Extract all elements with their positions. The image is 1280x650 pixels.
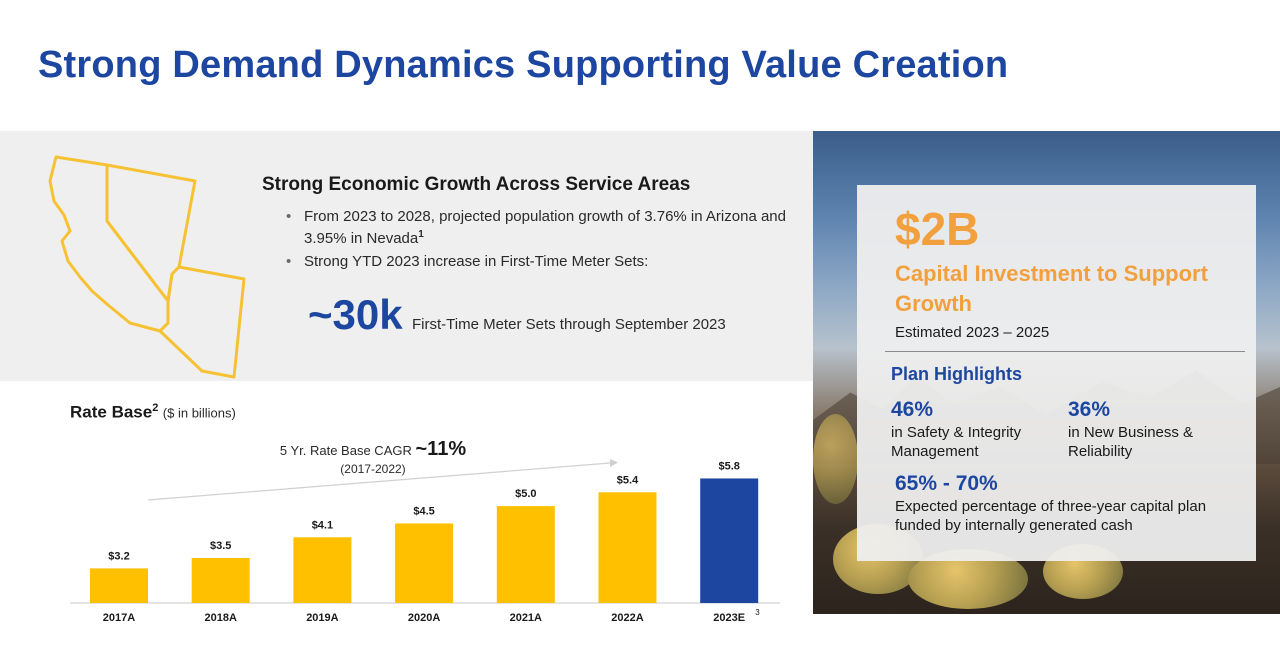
- cagr-trend-arrow-head: [610, 459, 618, 467]
- data-label: $5.0: [515, 488, 536, 500]
- cagr-trend-arrow-line: [147, 462, 611, 501]
- bar-2023E: [700, 478, 759, 603]
- highlight-label: Expected percentage of three-year capita…: [895, 498, 1207, 534]
- data-label: $4.1: [312, 519, 333, 531]
- capex-amount: $2B: [895, 203, 980, 255]
- economic-growth-panel: Strong Economic Growth Across Service Ar…: [0, 131, 813, 381]
- cagr-period: (2017-2022): [340, 462, 406, 476]
- meter-sets-label: First-Time Meter Sets through September …: [412, 316, 726, 333]
- highlight-internal-funding: 65% - 70% Expected percentage of three-y…: [895, 471, 1240, 535]
- highlight-label: in Safety & Integrity Management: [891, 424, 1022, 460]
- bar-2021A: [496, 506, 555, 603]
- growth-bullet-list: From 2023 to 2028, projected population …: [286, 208, 806, 276]
- meter-sets-bullet: Strong YTD 2023 increase in First-Time M…: [286, 253, 806, 271]
- x-tick-label: 2021A: [510, 612, 542, 624]
- growth-heading: Strong Economic Growth Across Service Ar…: [262, 174, 691, 195]
- x-tick-label: 2017A: [103, 612, 135, 624]
- highlight-value: 46%: [891, 398, 934, 421]
- highlight-value: 36%: [1068, 398, 1111, 421]
- highlight-new-business: 36% in New Business & Reliability: [1068, 397, 1233, 461]
- bar-2017A: [90, 568, 148, 603]
- capital-investment-card: $2B Capital Investment to Support Growth…: [857, 185, 1256, 561]
- data-label: $3.5: [210, 540, 231, 552]
- x-tick-footnote: 3: [755, 608, 760, 617]
- plan-highlights-title: Plan Highlights: [891, 364, 1023, 384]
- bar-2020A: [395, 523, 454, 603]
- bar-2022A: [598, 492, 657, 603]
- data-label: $4.5: [413, 505, 434, 517]
- x-tick-label: 2022A: [611, 612, 643, 624]
- population-growth-bullet: From 2023 to 2028, projected population …: [286, 208, 806, 248]
- highlight-label: in New Business & Reliability: [1068, 424, 1194, 460]
- bars-group: $3.2 2017A $3.5 2018A $4.1 2019A $4.5 2020A $5.0…: [90, 460, 760, 624]
- data-label: $5.8: [718, 460, 739, 472]
- data-label: $5.4: [617, 474, 639, 486]
- footnote-marker: 1: [418, 229, 424, 240]
- capex-divider: [885, 351, 1245, 352]
- cagr-annotation: 5 Yr. Rate Base CAGR ~11% (2017-2022): [258, 438, 488, 476]
- chart-title: Rate Base2 ($ in billions): [70, 402, 236, 422]
- cagr-value: ~11%: [415, 438, 467, 460]
- rate-base-bar-chart: $3.2 2017A $3.5 2018A $4.1 2019A $4.5 2020A $5.0…: [70, 459, 780, 624]
- cactus-shape: [813, 414, 858, 504]
- chart-units: ($ in billions): [162, 405, 236, 421]
- bar-2018A: [191, 558, 250, 603]
- x-tick-label: 2020A: [408, 612, 440, 624]
- capex-title: Capital Investment to Support Growth: [895, 261, 1208, 316]
- cagr-label: 5 Yr. Rate Base CAGR: [279, 443, 412, 458]
- data-label: $3.2: [108, 550, 129, 562]
- x-tick-label: 2019A: [306, 612, 338, 624]
- nevada-arizona-california-map-icon: [48, 155, 246, 379]
- highlight-safety: 46% in Safety & Integrity Management: [891, 397, 1056, 461]
- chart-title-main: Rate Base: [70, 402, 153, 422]
- meter-sets-value: ~30k: [308, 291, 403, 338]
- chart-title-footnote: 2: [152, 402, 159, 414]
- bar-2019A: [293, 537, 352, 603]
- bullet-text: Strong YTD 2023 increase in First-Time M…: [304, 253, 649, 270]
- x-tick-label: 2023E: [713, 612, 745, 624]
- slide-title: Strong Demand Dynamics Supporting Value …: [38, 44, 1009, 86]
- x-tick-label: 2018A: [204, 612, 236, 624]
- highlight-value: 65% - 70%: [895, 472, 998, 495]
- capex-period: Estimated 2023 – 2025: [895, 324, 1050, 341]
- bullet-text: From 2023 to 2028, projected population …: [304, 208, 786, 247]
